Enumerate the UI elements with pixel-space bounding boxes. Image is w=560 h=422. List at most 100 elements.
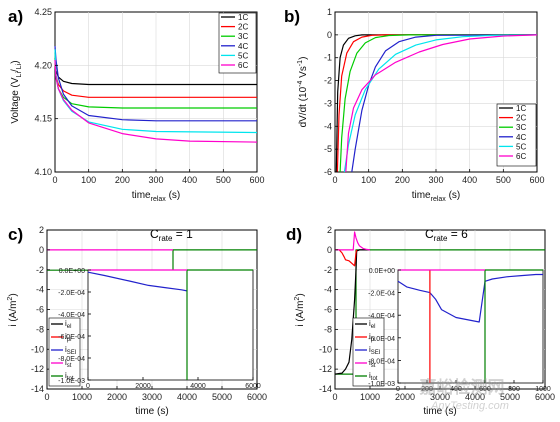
- panel-c-legend-label-main-4: i: [65, 371, 67, 380]
- b-x-tick-label-3: 300: [428, 175, 443, 185]
- panel-a-legend-label-2: 3C: [238, 32, 248, 41]
- panel-c-y-axis-label: i (A/m2): [7, 293, 19, 326]
- d-x-tick-label-0: 0: [332, 392, 337, 402]
- panel-d-series-tot: [335, 249, 545, 375]
- panel-c-legend-label-4: itot: [65, 371, 74, 382]
- b-y-tick-label-1: 0: [327, 30, 332, 40]
- panel-b-series-3c: [339, 34, 537, 173]
- c-inset-y-tick-label-3: -6.0E-04: [58, 334, 85, 341]
- panel-b-label: b): [284, 7, 300, 26]
- panel-d-legend-label-sub-3: st: [371, 363, 376, 369]
- d-inset-x-tick-label-4: 800: [508, 386, 520, 393]
- c-y-tick-label-6: -10: [31, 344, 44, 354]
- panel-b-series-2c: [336, 34, 537, 173]
- c-inset-x-tick-label-1: 2000: [135, 383, 151, 390]
- panel-c-legend-label-sub-1: pl: [67, 337, 72, 343]
- panel-b-series-4c: [351, 34, 538, 173]
- panel-c-legend-label-2: iSEI: [65, 345, 77, 356]
- panel-d-legend-label-3: ist: [369, 358, 376, 369]
- panel-c-legend-label-sub-2: SEI: [67, 350, 77, 356]
- panel-d-lines: [334, 231, 545, 375]
- panel-d-legend-label-0: iel: [369, 319, 375, 330]
- c-x-tick-label-1: 1000: [72, 392, 92, 402]
- panel-d-legend-label-main-4: i: [369, 371, 371, 380]
- panel-d-inset: 0 200 400 600 800 1000 0.0E+00 -2.0E-04 -4.0E-0…: [368, 268, 551, 393]
- panel-d-legend-label-sub-0: el: [371, 324, 376, 330]
- b-x-tick-label-0: 0: [332, 175, 337, 185]
- d-y-tick-label-3: -4: [324, 285, 332, 295]
- c-y-tick-label-0: 2: [39, 225, 44, 235]
- panel-c-x-axis-label: time (s): [135, 406, 168, 417]
- a-x-tick-label-4: 400: [182, 175, 197, 185]
- panel-c-legend-label-main-3: i: [65, 358, 67, 367]
- panel-c-crate-annotation: Crate = 1: [150, 227, 193, 243]
- panel-b-legend-label-4: 5C: [516, 142, 526, 151]
- b-y-tick-label-0: 1: [327, 7, 332, 17]
- panel-b-series-6c: [345, 34, 538, 173]
- a-x-tick-label-5: 500: [216, 175, 231, 185]
- d-x-tick-label-2: 2000: [395, 392, 415, 402]
- panel-d-label: d): [286, 225, 302, 244]
- panel-c-legend-label-main-2: i: [65, 345, 67, 354]
- panel-c-legend-label-sub-3: st: [67, 363, 72, 369]
- d-y-tick-label-7: -12: [319, 364, 332, 374]
- panel-b-legend-label-2: 3C: [516, 123, 526, 132]
- d-x-tick-label-1: 1000: [360, 392, 380, 402]
- panel-d-legend-label-sub-4: tot: [371, 376, 378, 382]
- panel-d-legend-label-4: itot: [369, 371, 378, 382]
- panel-c-legend-label-1: ipl: [65, 332, 71, 343]
- d-inset-y-tick-label-3: -6.0E-04: [368, 336, 395, 343]
- panel-c-legend-label-main-1: i: [65, 332, 67, 341]
- panel-a-lines: [54, 46, 258, 143]
- a-y-tick-label-2: 4.20: [34, 60, 52, 70]
- a-x-tick-label-0: 0: [52, 175, 57, 185]
- panel-d-legend-label-1: ipl: [369, 332, 375, 343]
- panel-a-series-6c: [54, 59, 258, 143]
- b-y-tick-label-3: -2: [324, 76, 332, 86]
- panel-a-legend-label-5: 6C: [238, 61, 248, 70]
- a-y-tick-label-1: 4.15: [34, 114, 52, 124]
- d-inset-x-tick-label-5: 1000: [535, 386, 551, 393]
- d-x-tick-label-3: 3000: [430, 392, 450, 402]
- panel-c-legend-label-3: ist: [65, 358, 72, 369]
- a-y-tick-label-0: 4.10: [34, 167, 52, 177]
- d-y-tick-label-2: -2: [324, 265, 332, 275]
- panel-b-y-axis-label: dV/dt (10-4 Vs-1): [297, 57, 309, 128]
- panel-c-y-ticks: 2 0 -2 -4 -6 -8 -10 -12 -14: [31, 225, 50, 394]
- panel-b-legend-label-1: 2C: [516, 114, 526, 123]
- b-y-tick-label-2: -1: [324, 53, 332, 63]
- panel-b-x-axis-label: timerelax (s): [412, 190, 461, 203]
- panel-c-legend-label-main-0: i: [65, 319, 67, 328]
- d-y-tick-label-8: -14: [319, 384, 332, 394]
- c-y-tick-label-7: -12: [31, 364, 44, 374]
- c-inset-x-tick-label-0: 0: [86, 383, 90, 390]
- c-inset-y-tick-label-0: 0.0E+00: [59, 268, 85, 275]
- panel-c-inset: 0 2000 4000 6000 0.0E+00 -2.0E-04 -4.0E-04 -6.…: [58, 268, 261, 390]
- c-x-tick-label-4: 4000: [177, 392, 197, 402]
- b-x-tick-label-6: 600: [529, 175, 544, 185]
- panel-a-legend-label-4: 5C: [238, 51, 248, 60]
- panel-b-series-5c: [343, 34, 538, 173]
- c-y-tick-label-8: -14: [31, 384, 44, 394]
- panel-b-legend-label-3: 4C: [516, 133, 526, 142]
- c-y-tick-label-4: -6: [36, 305, 44, 315]
- d-y-tick-label-1: 0: [327, 245, 332, 255]
- b-x-tick-label-4: 400: [462, 175, 477, 185]
- d-inset-x-tick-label-1: 200: [421, 386, 433, 393]
- panel-a-x-ticks: 0 100 200 300 400 500 600: [52, 169, 265, 185]
- d-inset-y-tick-label-4: -8.0E-04: [368, 358, 395, 365]
- panel-d-legend-label-sub-1: pl: [371, 337, 376, 343]
- c-inset-y-tick-label-5: -1.0E-03: [58, 378, 85, 385]
- panel-b: b) 0 100 200 300 400 500 600 1 0 -1 -2 -3 -4 -5 -6 ti…: [284, 7, 545, 203]
- d-inset-y-tick-label-0: 0.0E+00: [369, 268, 395, 275]
- d-x-tick-label-4: 4000: [465, 392, 485, 402]
- panel-a-legend-box: [218, 12, 257, 74]
- c-x-tick-label-5: 5000: [212, 392, 232, 402]
- d-y-tick-label-6: -10: [319, 344, 332, 354]
- a-x-tick-label-6: 600: [249, 175, 264, 185]
- panel-b-x-ticks: 0 100 200 300 400 500 600: [332, 169, 545, 185]
- panel-c-label: c): [8, 225, 23, 244]
- b-y-tick-label-4: -3: [324, 98, 332, 108]
